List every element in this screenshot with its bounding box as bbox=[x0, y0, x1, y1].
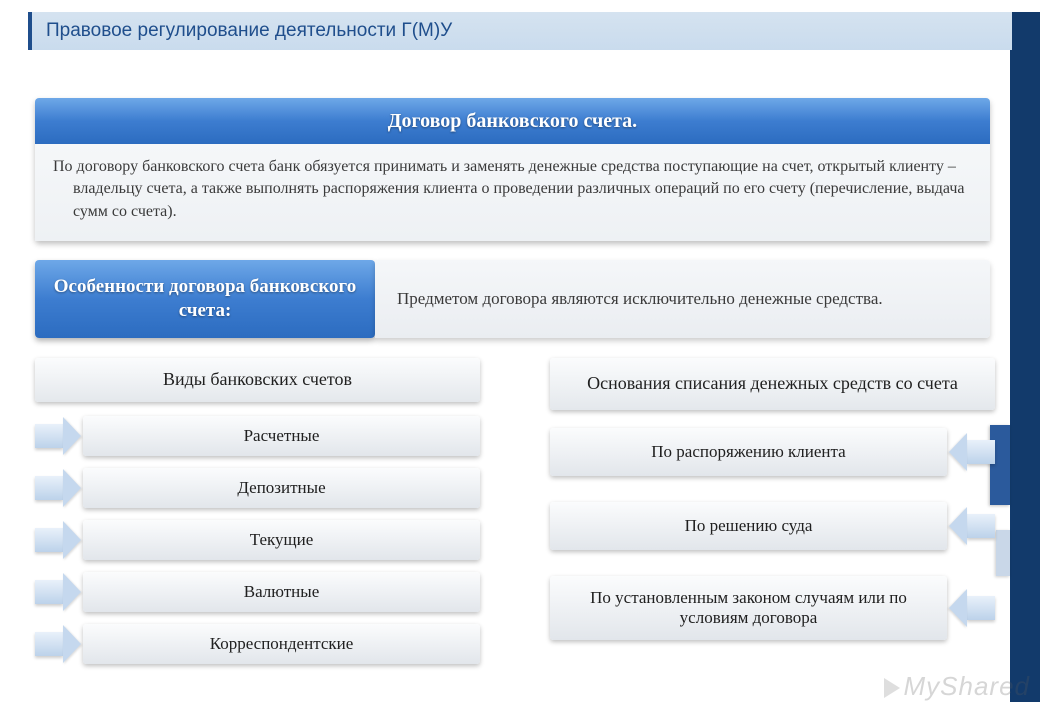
page-title-bar: Правовое регулирование деятельности Г(М)… bbox=[28, 12, 1012, 50]
writeoff-reason-box: По решению суда bbox=[550, 502, 947, 550]
arrow-right-icon bbox=[35, 625, 83, 663]
hero-panel: Договор банковского счета. По договору б… bbox=[35, 98, 990, 241]
account-type-box: Депозитные bbox=[83, 468, 480, 508]
list-item: Текущие bbox=[35, 520, 480, 560]
writeoff-reason-box: По распоряжению клиента bbox=[550, 428, 947, 476]
list-item: По распоряжению клиента bbox=[550, 428, 995, 476]
arrow-left-icon bbox=[947, 507, 995, 545]
arrow-right-icon bbox=[35, 521, 83, 559]
watermark: MyShared bbox=[884, 671, 1031, 702]
page-title: Правовое регулирование деятельности Г(М)… bbox=[46, 20, 452, 42]
arrow-right-icon bbox=[35, 573, 83, 611]
list-item: Расчетные bbox=[35, 416, 480, 456]
right-column: Основания списания денежных средств со с… bbox=[550, 358, 995, 676]
account-type-box: Расчетные bbox=[83, 416, 480, 456]
features-label: Особенности договора банковского счета: bbox=[35, 260, 375, 338]
account-type-box: Текущие bbox=[83, 520, 480, 560]
watermark-text: MyShared bbox=[904, 671, 1031, 701]
hero-body: По договору банковского счета банк обязу… bbox=[35, 144, 990, 241]
list-item: Депозитные bbox=[35, 468, 480, 508]
arrow-right-icon bbox=[35, 417, 83, 455]
side-stripe-decor bbox=[1010, 12, 1040, 702]
account-type-box: Валютные bbox=[83, 572, 480, 612]
right-header: Основания списания денежных средств со с… bbox=[550, 358, 995, 410]
left-column: Виды банковских счетов Расчетные Депозит… bbox=[35, 358, 480, 676]
arrow-right-icon bbox=[35, 469, 83, 507]
features-row: Особенности договора банковского счета: … bbox=[35, 260, 990, 338]
list-item: Корреспондентские bbox=[35, 624, 480, 664]
play-icon bbox=[884, 678, 900, 698]
list-item: По решению суда bbox=[550, 502, 995, 550]
arrow-left-icon bbox=[947, 433, 995, 471]
arrow-left-icon bbox=[947, 589, 995, 627]
list-item: По установленным законом случаям или по … bbox=[550, 576, 995, 640]
list-item: Валютные bbox=[35, 572, 480, 612]
account-type-box: Корреспондентские bbox=[83, 624, 480, 664]
lists-container: Виды банковских счетов Расчетные Депозит… bbox=[35, 358, 1005, 676]
left-header: Виды банковских счетов bbox=[35, 358, 480, 402]
features-text: Предметом договора являются исключительн… bbox=[375, 260, 990, 338]
writeoff-reason-box: По установленным законом случаям или по … bbox=[550, 576, 947, 640]
hero-title: Договор банковского счета. bbox=[35, 98, 990, 144]
